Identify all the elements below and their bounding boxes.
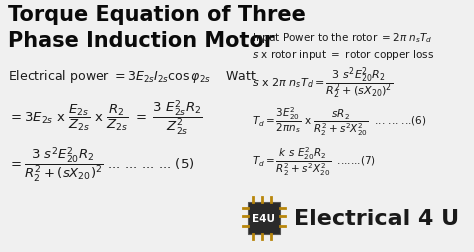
Text: E4U: E4U [253, 213, 275, 223]
Text: $s$ x $2\pi\ n_s T_d = \dfrac{3\ s^2 E_{20}^2 R_2}{R_2^2 + (sX_{20})^2}$: $s$ x $2\pi\ n_s T_d = \dfrac{3\ s^2 E_{… [252, 65, 393, 101]
Text: Electrical power $= 3E_{2s}I_{2s}\cos\varphi_{2s}$    Watt: Electrical power $= 3E_{2s}I_{2s}\cos\va… [8, 68, 257, 85]
Bar [248, 202, 280, 234]
Text: $s$ x rotor input $=$ rotor copper loss: $s$ x rotor input $=$ rotor copper loss [252, 48, 434, 62]
Text: Phase Induction Motor: Phase Induction Motor [8, 31, 274, 51]
Text: Electrical 4 U: Electrical 4 U [294, 208, 459, 228]
Text: Torque Equation of Three: Torque Equation of Three [8, 5, 306, 25]
Text: $T_d = \dfrac{3E_{20}^2}{2\pi n_s}$ x $\dfrac{sR_2}{R_2^2 + s^2 X_{20}^2}$  ... : $T_d = \dfrac{3E_{20}^2}{2\pi n_s}$ x $\… [252, 105, 427, 137]
Text: $= \dfrac{3\ s^2 E_{20}^2 R_2}{R_2^2 + (sX_{20})^2}$ ... ... ... ... (5): $= \dfrac{3\ s^2 E_{20}^2 R_2}{R_2^2 + (… [8, 144, 194, 183]
Text: $= 3E_{2s}$ x $\dfrac{E_{2s}}{Z_{2s}}$ x $\dfrac{R_2}{Z_{2s}}$ $=$ $\dfrac{3\ E_: $= 3E_{2s}$ x $\dfrac{E_{2s}}{Z_{2s}}$ x… [8, 98, 202, 136]
Text: Input Power to the rotor $= 2\pi\ n_s T_d$: Input Power to the rotor $= 2\pi\ n_s T_… [252, 31, 432, 45]
Text: $T_d = \dfrac{k\ s\ E_{20}^2 R_2}{R_2^2 + s^2 X_{20}^2}$  .......(7): $T_d = \dfrac{k\ s\ E_{20}^2 R_2}{R_2^2 … [252, 144, 376, 177]
